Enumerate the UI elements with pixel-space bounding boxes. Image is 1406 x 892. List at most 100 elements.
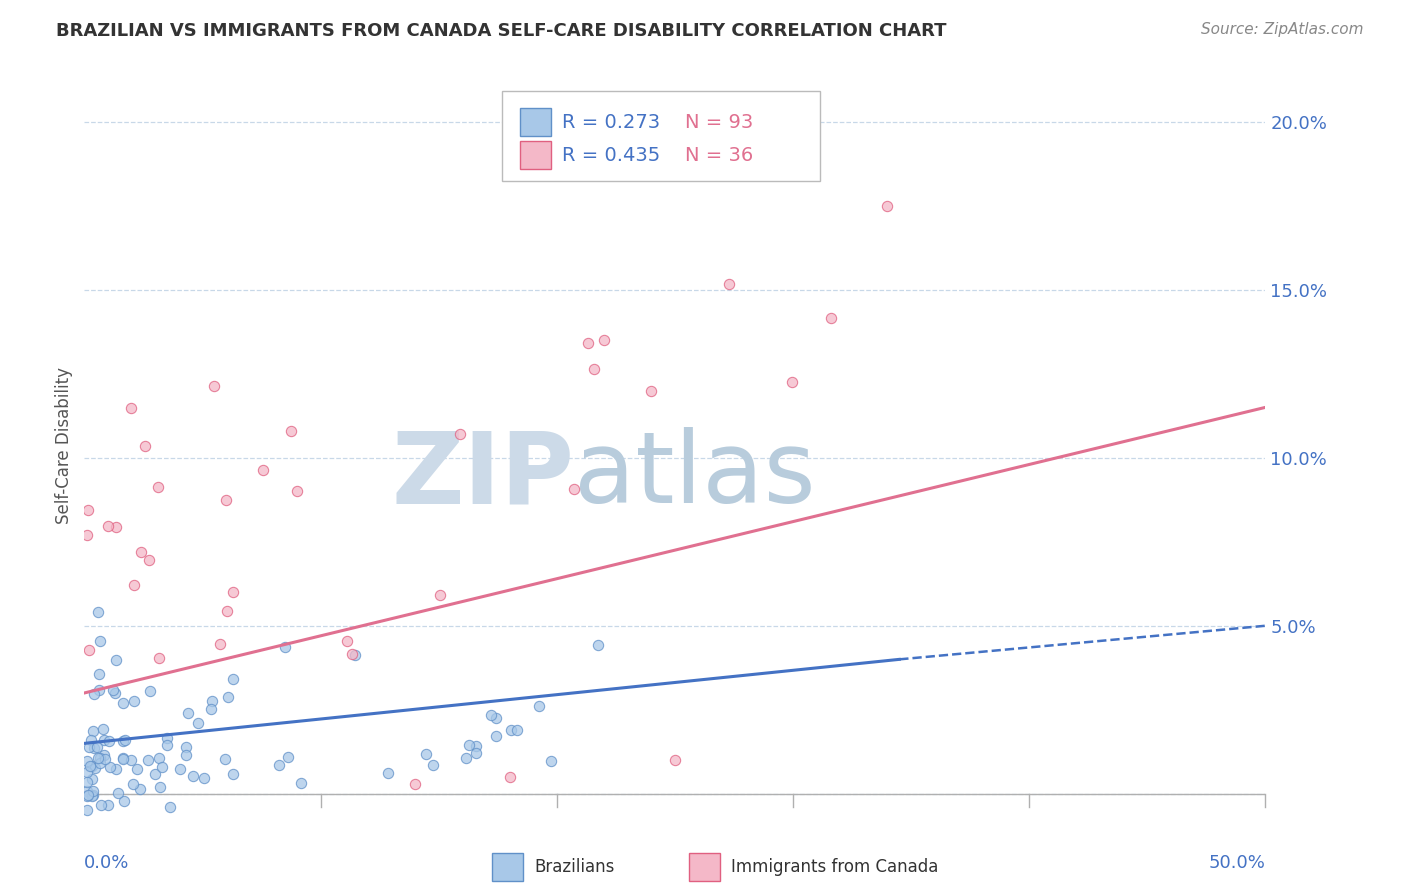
Point xyxy=(129,545,152,559)
Text: N = 93: N = 93 xyxy=(685,112,754,132)
Point xyxy=(77,788,100,802)
Point xyxy=(176,747,198,762)
Text: Source: ZipAtlas.com: Source: ZipAtlas.com xyxy=(1201,22,1364,37)
Point xyxy=(562,482,585,496)
Point xyxy=(422,758,444,772)
Point xyxy=(150,760,173,774)
Point xyxy=(485,729,508,743)
Point xyxy=(187,715,209,730)
Point xyxy=(77,740,100,755)
Point xyxy=(80,732,103,747)
Point xyxy=(143,766,166,780)
Point xyxy=(97,518,120,533)
Point xyxy=(782,375,804,389)
Point xyxy=(336,634,359,648)
Point xyxy=(82,783,104,797)
Text: 0.0%: 0.0% xyxy=(84,855,129,872)
Point xyxy=(76,754,98,768)
Text: R = 0.435: R = 0.435 xyxy=(562,145,661,165)
Point xyxy=(485,711,508,725)
Point xyxy=(202,379,225,393)
Point xyxy=(87,683,110,698)
Point xyxy=(506,723,529,738)
Point xyxy=(200,701,222,715)
Point xyxy=(429,588,451,602)
Point xyxy=(89,756,111,771)
Point xyxy=(76,774,98,789)
Point xyxy=(76,789,98,803)
Point xyxy=(86,740,108,755)
Point xyxy=(82,788,104,802)
Point xyxy=(112,794,135,808)
Point xyxy=(87,751,110,765)
Y-axis label: Self-Care Disability: Self-Care Disability xyxy=(55,368,73,524)
Point xyxy=(222,672,245,686)
Point xyxy=(449,426,471,441)
Point xyxy=(193,772,215,786)
Point xyxy=(104,653,127,667)
Point xyxy=(465,746,488,760)
Text: atlas: atlas xyxy=(575,427,815,524)
Point xyxy=(280,424,302,438)
Point xyxy=(290,776,312,790)
Point xyxy=(343,648,366,662)
Point xyxy=(415,747,437,762)
Point xyxy=(91,723,114,737)
Point xyxy=(267,758,290,772)
Point xyxy=(664,753,686,767)
Point xyxy=(576,335,599,350)
Point xyxy=(79,759,101,773)
Point xyxy=(97,797,120,812)
Point xyxy=(277,750,299,764)
Point xyxy=(176,740,198,755)
Point xyxy=(586,638,609,652)
Point xyxy=(201,694,224,708)
Point xyxy=(149,780,172,794)
Point xyxy=(111,696,134,710)
Point xyxy=(122,777,145,791)
Text: Brazilians: Brazilians xyxy=(534,858,614,876)
Point xyxy=(529,698,551,713)
Point xyxy=(82,789,104,804)
Point xyxy=(285,484,308,499)
Point xyxy=(148,651,170,665)
Point xyxy=(89,633,111,648)
Point xyxy=(90,798,112,813)
Point xyxy=(640,384,662,398)
Point xyxy=(89,751,111,765)
Point xyxy=(217,690,239,705)
Point xyxy=(134,439,156,453)
Point xyxy=(155,738,177,752)
Point xyxy=(377,765,399,780)
Point xyxy=(181,769,204,783)
Point xyxy=(222,767,245,781)
Point xyxy=(112,752,135,766)
Point xyxy=(104,762,127,776)
Point xyxy=(87,605,110,619)
Point xyxy=(83,687,105,701)
Point xyxy=(125,762,148,776)
Text: ZIP: ZIP xyxy=(392,427,575,524)
Point xyxy=(404,777,426,791)
Point xyxy=(83,740,105,755)
Point xyxy=(80,772,103,786)
Text: R = 0.273: R = 0.273 xyxy=(562,112,661,132)
Point xyxy=(479,707,502,722)
Point xyxy=(540,754,562,768)
Point xyxy=(717,277,740,292)
Point xyxy=(77,502,100,516)
Point xyxy=(76,784,98,798)
Point xyxy=(159,800,181,814)
Point xyxy=(120,753,142,767)
Point xyxy=(136,754,159,768)
Point xyxy=(820,311,842,326)
Point xyxy=(593,333,616,347)
Point xyxy=(114,733,136,747)
Point xyxy=(215,492,238,507)
Point xyxy=(122,578,145,592)
Text: N = 36: N = 36 xyxy=(685,145,754,165)
Point xyxy=(274,640,297,654)
Point xyxy=(80,759,103,773)
Point xyxy=(222,584,245,599)
Point xyxy=(156,731,179,745)
